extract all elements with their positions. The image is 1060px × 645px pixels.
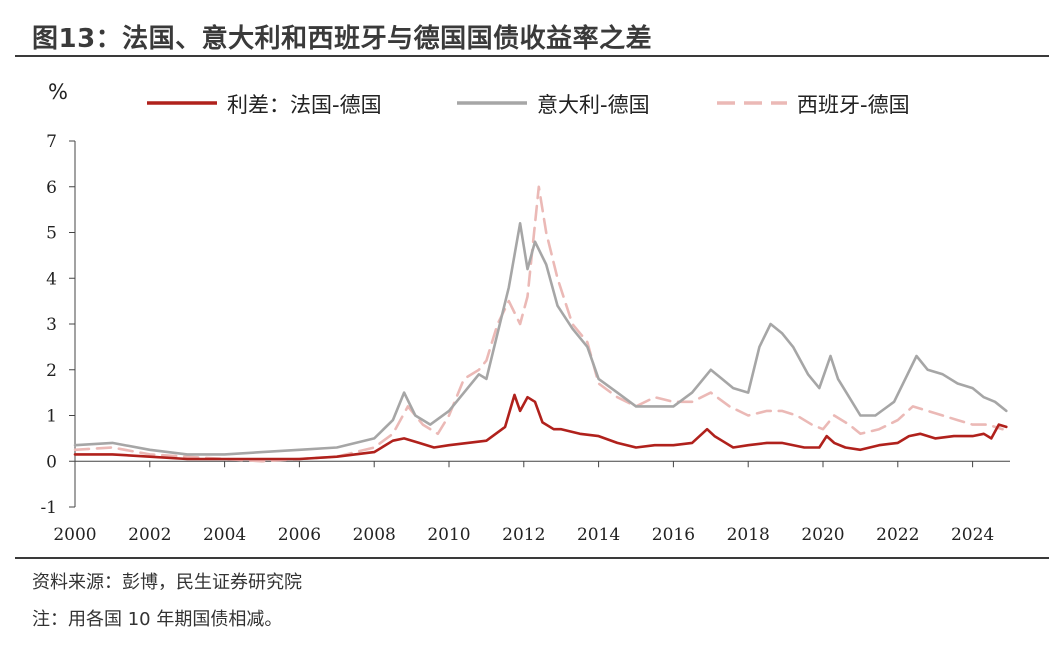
legend-swatch-italy: [457, 101, 527, 105]
series-layer: [73, 185, 1008, 463]
x-tick-label: 2008: [353, 525, 396, 545]
tick-labels: -1 0 1 2 3 4 5 6 7 2000 2002 2004 2006 2008 2010 2012 20…: [40, 132, 994, 545]
x-tick-label: 2016: [652, 525, 695, 545]
x-tick-label: 2014: [577, 525, 620, 545]
series-line-france: [73, 393, 1008, 461]
x-tick-label: 2006: [278, 525, 321, 545]
y-tick-label: 4: [46, 269, 57, 289]
x-tick-label: 2012: [502, 525, 545, 545]
y-axis-unit: %: [48, 80, 68, 104]
y-tick-label: -1: [40, 498, 57, 518]
footnote: 注：用各国 10 年期国债相减。: [32, 609, 283, 630]
x-tick-label: 2004: [203, 525, 246, 545]
legend-swatch-france: [147, 101, 217, 105]
footer-divider: [15, 557, 1049, 559]
legend-label-spain: 西班牙-德国: [797, 93, 910, 117]
y-tick-label: 0: [46, 452, 57, 472]
x-tick-label: 2022: [876, 525, 919, 545]
x-tick-label: 2024: [951, 525, 994, 545]
y-tick-label: 5: [46, 224, 57, 244]
title-divider: [15, 55, 1049, 57]
line-chart: -1 0 1 2 3 4 5 6 7 2000 2002 2004 2006 2008 2010 2012 20…: [40, 132, 1010, 545]
legend-label-france: 利差：法国-德国: [227, 93, 382, 117]
x-tick-label: 2000: [53, 525, 96, 545]
y-tick-label: 3: [46, 315, 57, 335]
y-tick-label: 1: [46, 407, 57, 427]
series-line-spain: [73, 185, 1004, 463]
x-tick-label: 2002: [128, 525, 171, 545]
x-tick-label: 2010: [427, 525, 470, 545]
legend-label-italy: 意大利-德国: [537, 93, 650, 117]
x-tick-label: 2018: [727, 525, 770, 545]
x-tick-label: 2020: [801, 525, 844, 545]
y-tick-label: 7: [46, 132, 57, 152]
chart-title: 图13：法国、意大利和西班牙与德国国债收益率之差: [32, 24, 653, 54]
y-tick-label: 2: [46, 361, 57, 381]
source-note: 资料来源：彭博，民生证券研究院: [32, 572, 302, 593]
legend-swatch-spain: [717, 101, 787, 105]
y-tick-label: 6: [46, 178, 57, 198]
series-line-italy: [73, 222, 1008, 456]
axes: [69, 140, 1010, 508]
